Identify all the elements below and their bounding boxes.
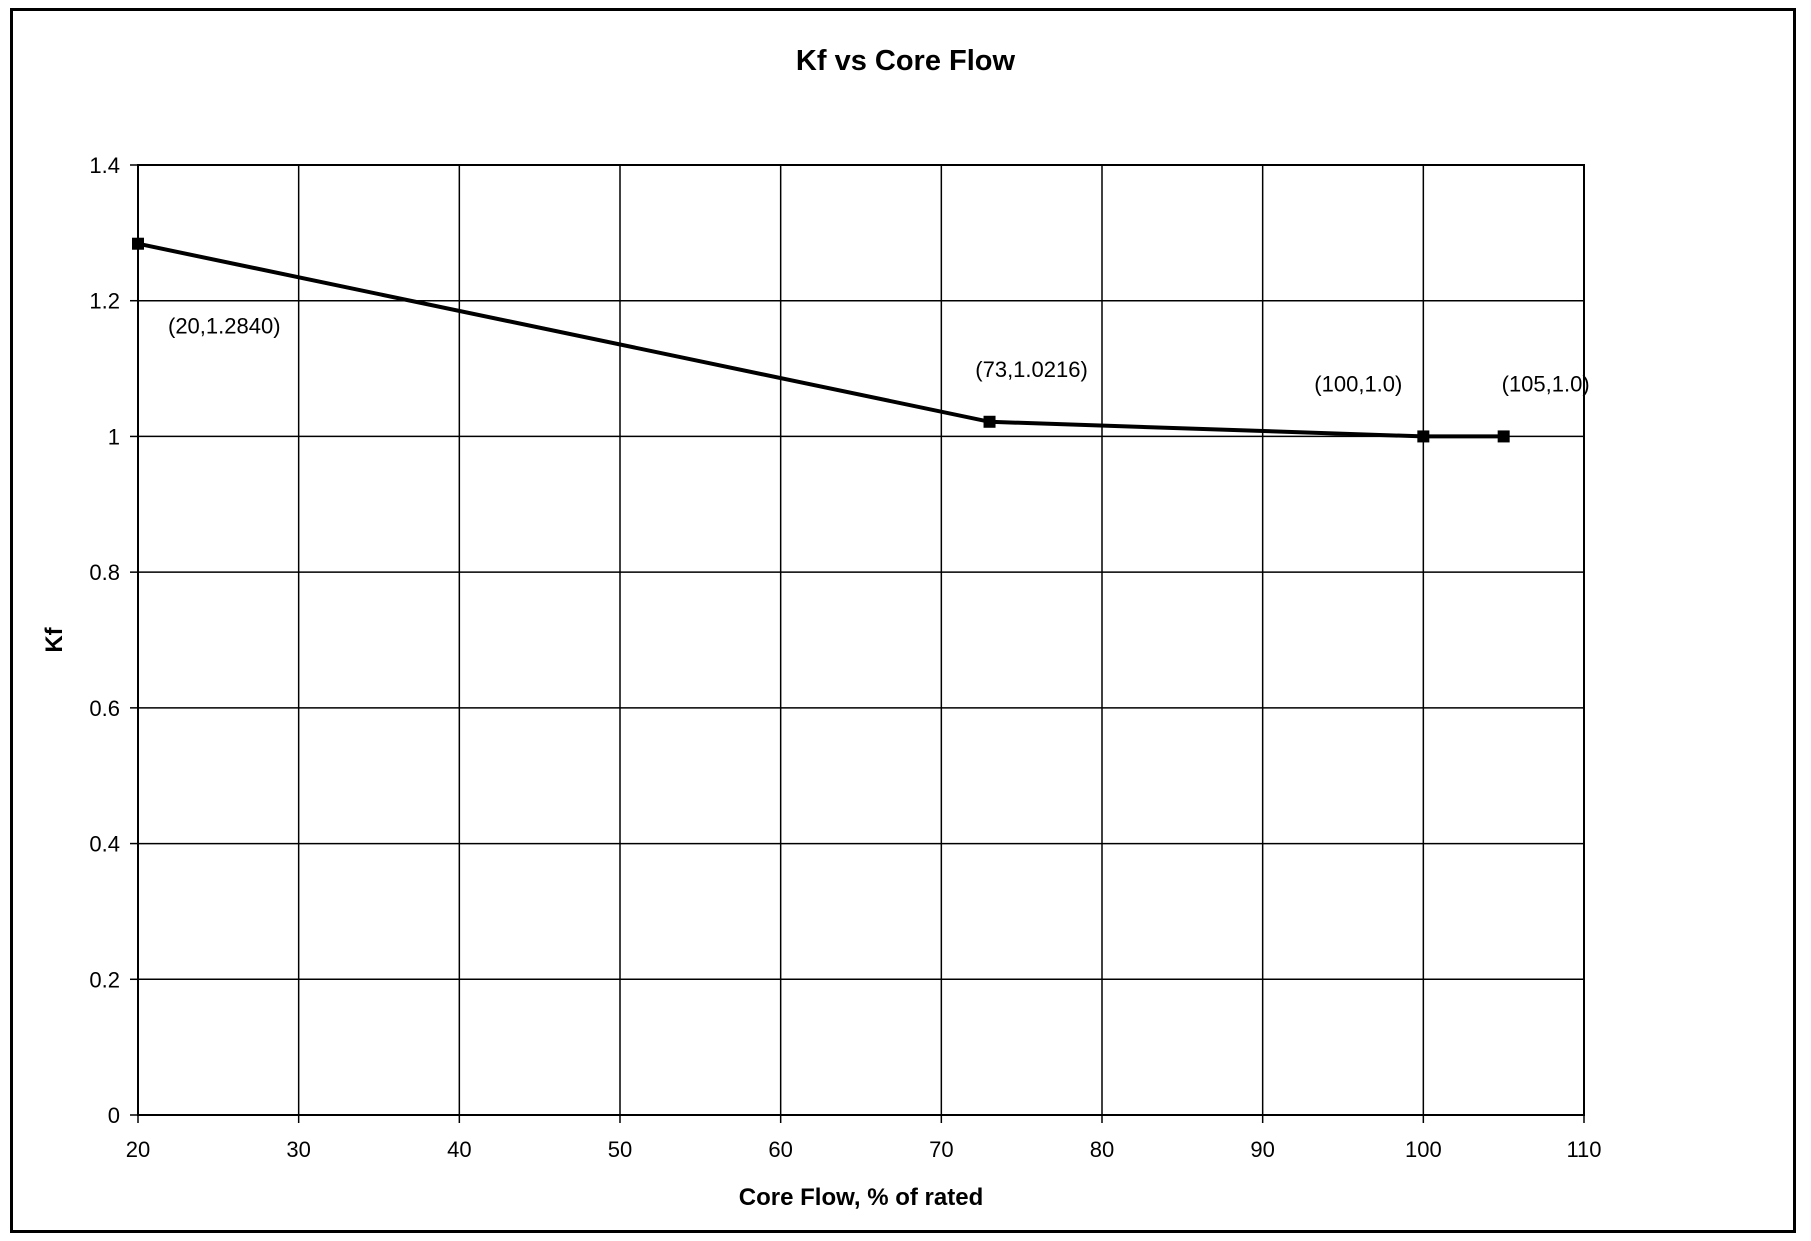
data-label: (100,1.0): [1314, 371, 1402, 396]
x-tick-label: 40: [447, 1137, 471, 1162]
y-tick-labels: 0 0.2 0.4 0.6 0.8 1 1.2 1.4: [89, 153, 120, 1128]
x-tick-label: 70: [929, 1137, 953, 1162]
chart-title: Kf vs Core Flow: [795, 45, 1016, 77]
data-point-marker: [1497, 430, 1510, 443]
y-axis-label: Kf: [41, 626, 68, 652]
x-tick-label: 60: [768, 1137, 792, 1162]
data-point-marker: [132, 237, 144, 250]
chart-frame: [10, 8, 1796, 1233]
gridlines: [130, 164, 1585, 1123]
x-axis-label: Core Flow, % of rated: [739, 1184, 983, 1211]
x-tick-labels: 20 30 40 50 60 70 80 90 100 110: [126, 1137, 1602, 1162]
x-tick-label: 110: [1566, 1137, 1601, 1162]
y-tick-label: 1.4: [89, 153, 120, 178]
x-tick-label: 90: [1250, 1137, 1274, 1162]
y-tick-label: 1: [108, 424, 120, 449]
y-tick-label: 0.8: [89, 560, 120, 585]
data-label: (105,1.0): [1502, 371, 1590, 396]
plot-area: [137, 164, 1585, 1116]
x-tick-label: 100: [1405, 1137, 1442, 1162]
y-tick-label: 0.4: [89, 832, 120, 857]
data-label: (20,1.2840): [168, 314, 281, 339]
x-tick-label: 50: [608, 1137, 632, 1162]
series-line: [137, 241, 1504, 439]
y-tick-label: 0: [108, 1103, 120, 1128]
data-point-marker: [983, 415, 996, 428]
y-tick-label: 0.6: [89, 696, 120, 721]
y-tick-label: 0.2: [89, 967, 120, 992]
y-tick-label: 1.2: [89, 289, 120, 314]
data-labels: (20,1.2840) (73,1.0216) (100,1.0) (105,1.0): [168, 314, 1590, 397]
data-point-marker: [1417, 430, 1430, 443]
series-kf: [132, 237, 1510, 443]
data-label: (73,1.0216): [975, 357, 1088, 382]
x-tick-label: 80: [1090, 1137, 1114, 1162]
x-tick-label: 20: [126, 1137, 150, 1162]
x-tick-label: 30: [286, 1137, 310, 1162]
